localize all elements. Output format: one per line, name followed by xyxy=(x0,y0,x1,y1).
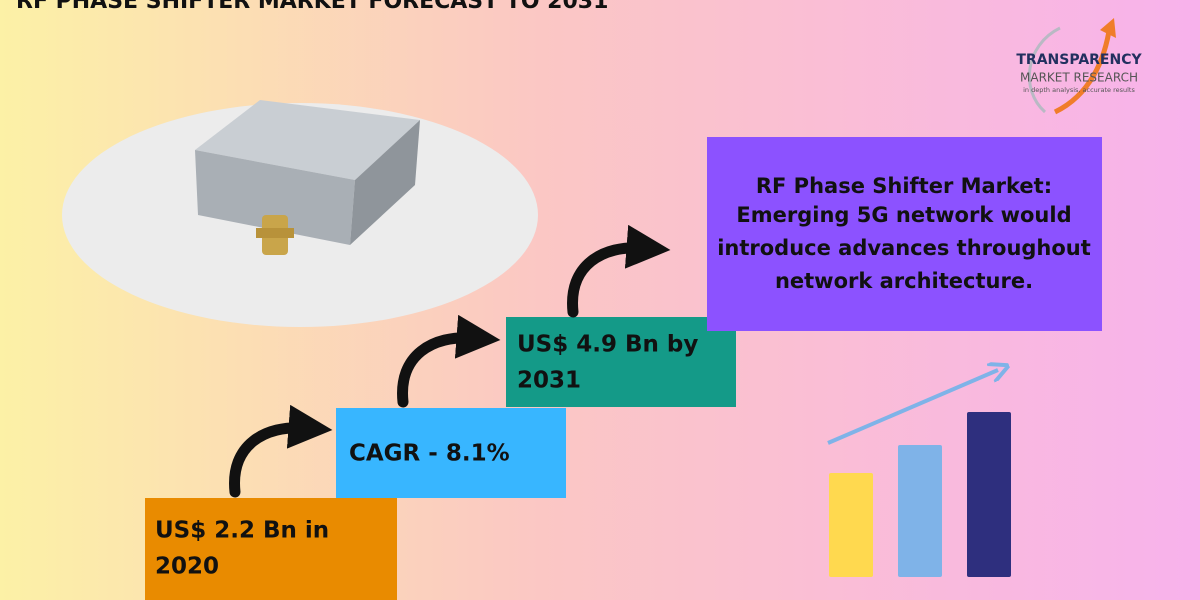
step-text: 2020 xyxy=(155,554,219,580)
step-text: US$ 4.9 Bn by xyxy=(517,332,698,358)
step-text: 2031 xyxy=(517,368,581,394)
step-text: CAGR - 8.1% xyxy=(349,441,510,467)
arrows xyxy=(229,224,671,498)
step-box xyxy=(336,408,566,498)
growth-icon xyxy=(827,370,1011,577)
product-image xyxy=(62,100,538,327)
step-box xyxy=(506,317,736,407)
logo: TRANSPARENCY MARKET RESEARCH in depth an… xyxy=(1016,18,1142,115)
callout-text: network architecture. xyxy=(775,269,1033,293)
callout-text: introduce advances throughout xyxy=(717,236,1091,260)
step-box xyxy=(145,498,397,600)
step-text: US$ 2.2 Bn in xyxy=(155,518,329,544)
logo-subname: MARKET RESEARCH xyxy=(1020,71,1138,85)
title: RF PHASE SHIFTER MARKET FORECAST TO 2031 xyxy=(16,0,608,14)
callout-text: RF Phase Shifter Market: xyxy=(756,174,1052,198)
logo-tagline: in depth analysis, accurate results xyxy=(1023,86,1135,94)
callout-box xyxy=(707,137,1102,331)
callout-text: Emerging 5G network would xyxy=(736,203,1071,227)
logo-name: TRANSPARENCY xyxy=(1016,52,1142,68)
